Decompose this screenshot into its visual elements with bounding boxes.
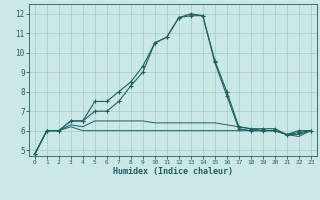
X-axis label: Humidex (Indice chaleur): Humidex (Indice chaleur) [113, 167, 233, 176]
